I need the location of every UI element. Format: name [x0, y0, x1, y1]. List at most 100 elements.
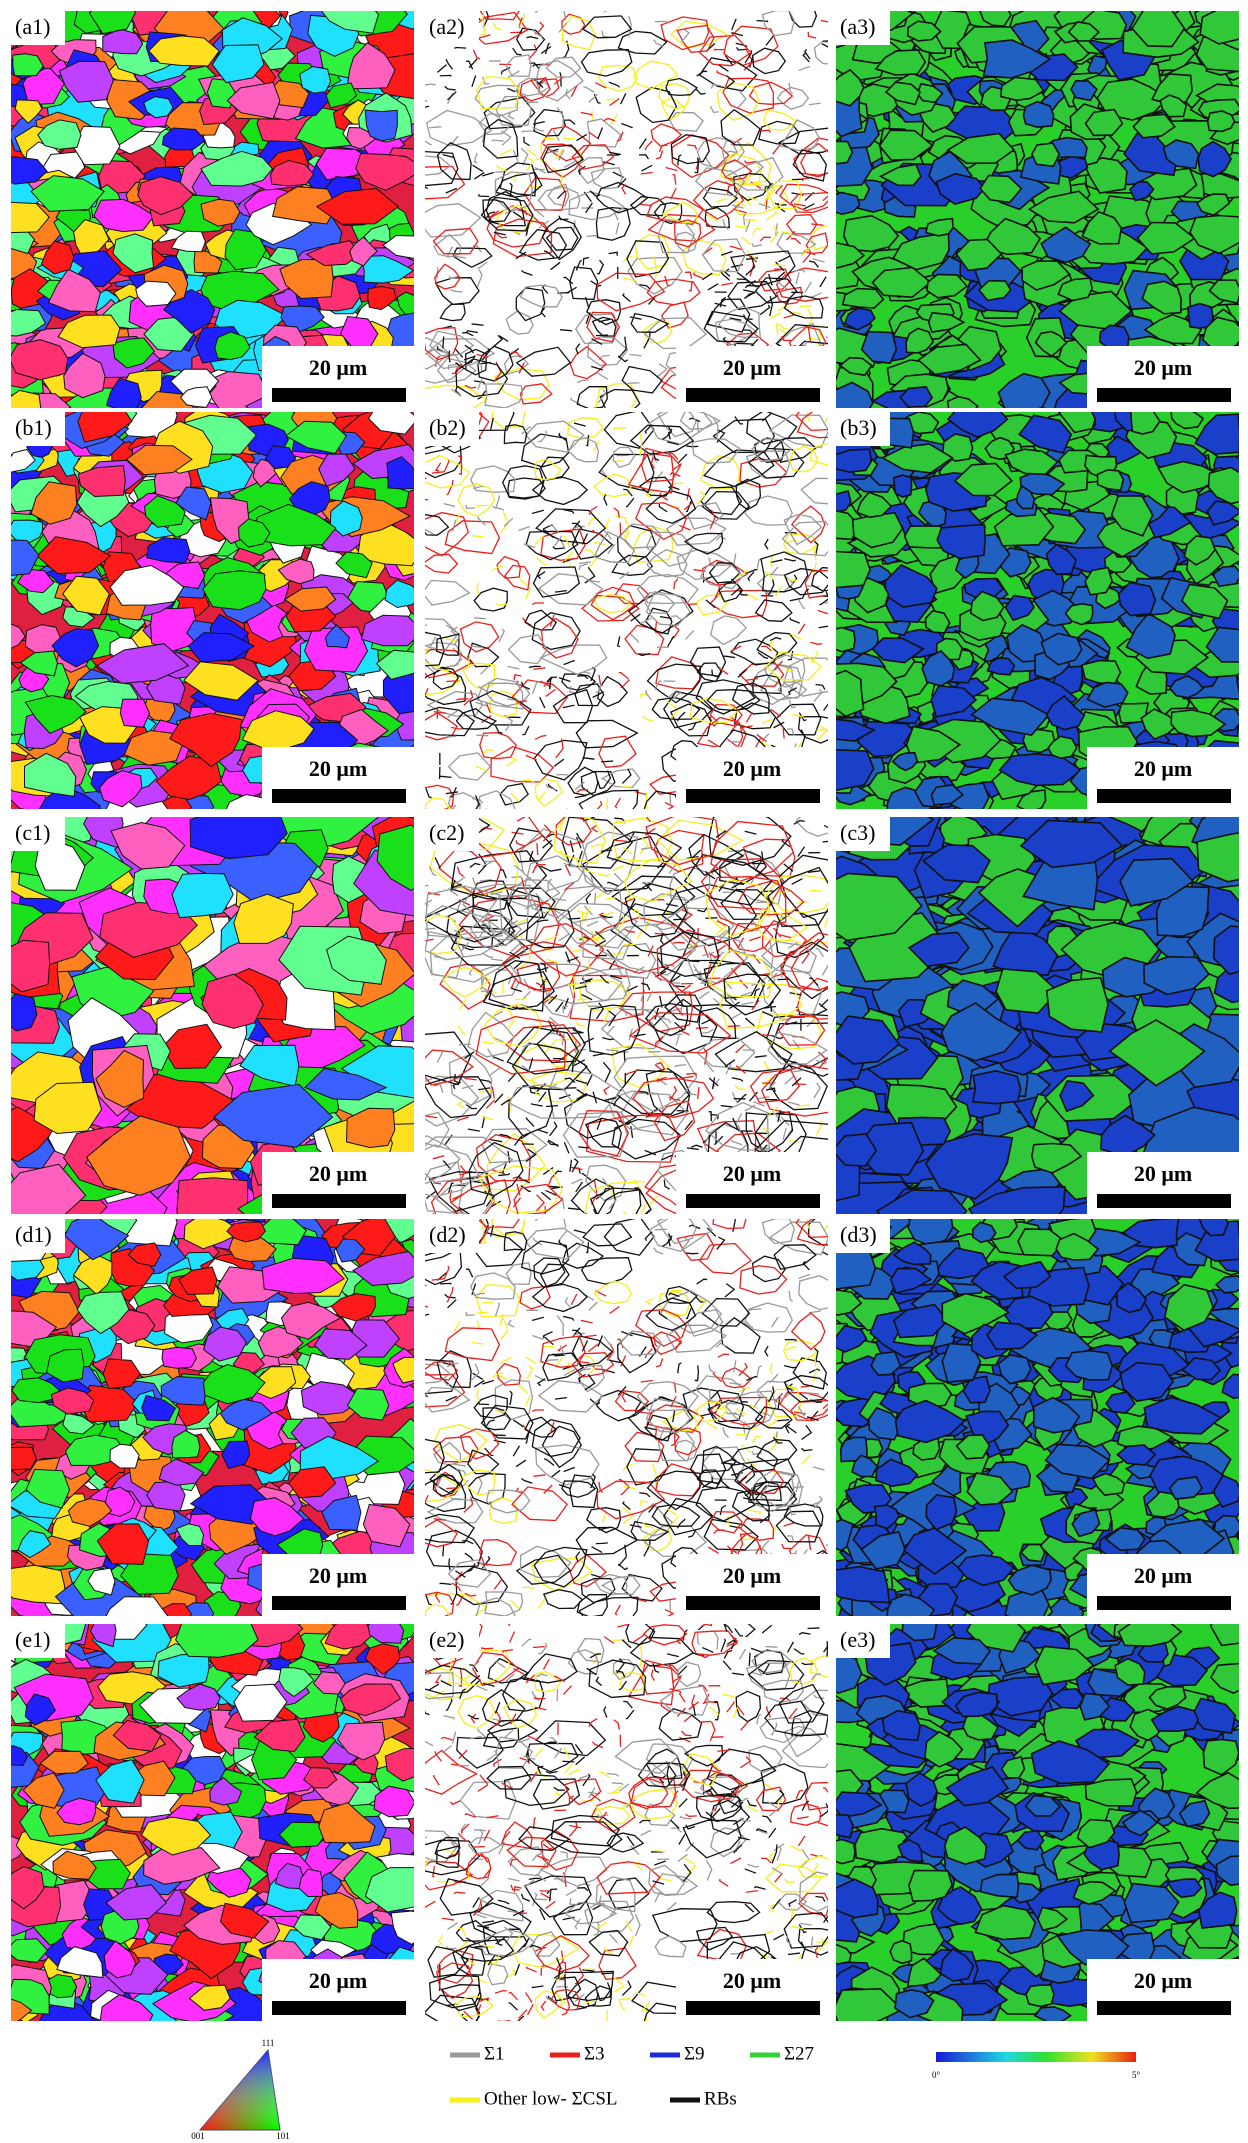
label-box: [836, 11, 890, 45]
boundary: [434, 455, 463, 475]
boundary: [632, 1077, 715, 1118]
boundary: [686, 935, 749, 984]
label-box: [11, 1624, 65, 1658]
boundary: [754, 1120, 828, 1174]
grain: [986, 1321, 1039, 1351]
scale-bar: [272, 2001, 406, 2015]
boundary: [644, 591, 676, 615]
boundary: [582, 1223, 633, 1247]
grain: [874, 49, 927, 76]
grain: [89, 1624, 117, 1648]
boundary: [542, 144, 585, 174]
boundary: [449, 1179, 511, 1214]
boundary: [702, 187, 739, 208]
boundary: [618, 523, 662, 549]
grain: [940, 1002, 1023, 1062]
boundary: [452, 1077, 504, 1110]
boundary: [657, 959, 709, 988]
boundary: [605, 154, 654, 180]
grain: [11, 1446, 37, 1471]
boundary: [742, 201, 778, 248]
boundary: [496, 1362, 521, 1386]
map-panel: [425, 1219, 828, 1616]
grain: [376, 824, 414, 891]
boundary: [795, 817, 828, 837]
boundary: [525, 906, 575, 949]
grain: [1082, 157, 1128, 194]
boundary: [598, 922, 697, 976]
boundary: [736, 1645, 787, 1677]
boundary: [720, 1316, 761, 1354]
grain: [1155, 885, 1210, 937]
boundary: [655, 656, 704, 690]
grain: [836, 381, 874, 408]
boundary: [689, 646, 727, 678]
grain: [1163, 1283, 1214, 1332]
panel-label: (b1): [15, 415, 52, 440]
panel-label: (c3): [840, 820, 875, 845]
boundary: [708, 817, 792, 866]
grain: [851, 511, 904, 549]
boundary: [762, 178, 815, 206]
boundary: [728, 18, 775, 51]
grain: [1017, 1228, 1066, 1257]
boundary: [738, 1469, 785, 1494]
grain: [46, 1348, 85, 1383]
boundary: [525, 1345, 564, 1368]
grain: [875, 1189, 968, 1214]
boundary: [503, 355, 530, 375]
boundary: [495, 351, 526, 377]
boundary: [425, 712, 458, 741]
boundary: [767, 1387, 802, 1418]
boundary: [643, 2002, 681, 2021]
grain: [318, 1802, 376, 1844]
grain: [175, 486, 212, 521]
boundary: [707, 1053, 802, 1101]
boundary: [537, 186, 581, 211]
boundary: [425, 1468, 462, 1503]
grain: [1115, 1281, 1147, 1314]
scale-bar: [686, 789, 820, 803]
boundary: [728, 1087, 782, 1135]
boundary: [439, 303, 466, 322]
boundary: [545, 226, 579, 251]
grain: [321, 1494, 362, 1531]
boundary: [768, 889, 828, 948]
boundary: [798, 1275, 828, 1311]
boundary: [645, 590, 691, 626]
boundary: [597, 122, 648, 156]
boundary: [468, 1141, 524, 1197]
boundary: [451, 352, 503, 389]
boundary: [721, 159, 753, 181]
boundary: [790, 1399, 828, 1422]
grain: [907, 1382, 953, 1409]
boundary: [758, 120, 800, 145]
grain: [345, 1107, 396, 1149]
boundary: [624, 882, 688, 938]
boundary: [720, 108, 761, 146]
grain: [339, 1683, 402, 1717]
boundary: [656, 412, 697, 438]
grain: [233, 893, 294, 944]
boundary: [764, 651, 822, 681]
grain: [1162, 139, 1200, 170]
boundary: [469, 1902, 532, 1938]
grain: [11, 1564, 68, 1605]
boundary: [494, 171, 533, 213]
boundary: [783, 513, 823, 546]
boundary: [584, 513, 631, 547]
boundary: [579, 979, 631, 1011]
boundary: [630, 312, 670, 333]
boundary: [515, 27, 546, 51]
boundary: [638, 476, 673, 497]
boundary: [515, 667, 554, 688]
boundary: [763, 108, 798, 131]
boundary: [696, 1625, 719, 1652]
boundary: [783, 1503, 824, 1527]
boundary: [558, 422, 590, 447]
boundary: [650, 1663, 683, 1685]
boundary: [596, 272, 666, 312]
boundary: [658, 82, 691, 110]
grain: [1221, 1373, 1239, 1400]
boundary: [723, 25, 779, 67]
